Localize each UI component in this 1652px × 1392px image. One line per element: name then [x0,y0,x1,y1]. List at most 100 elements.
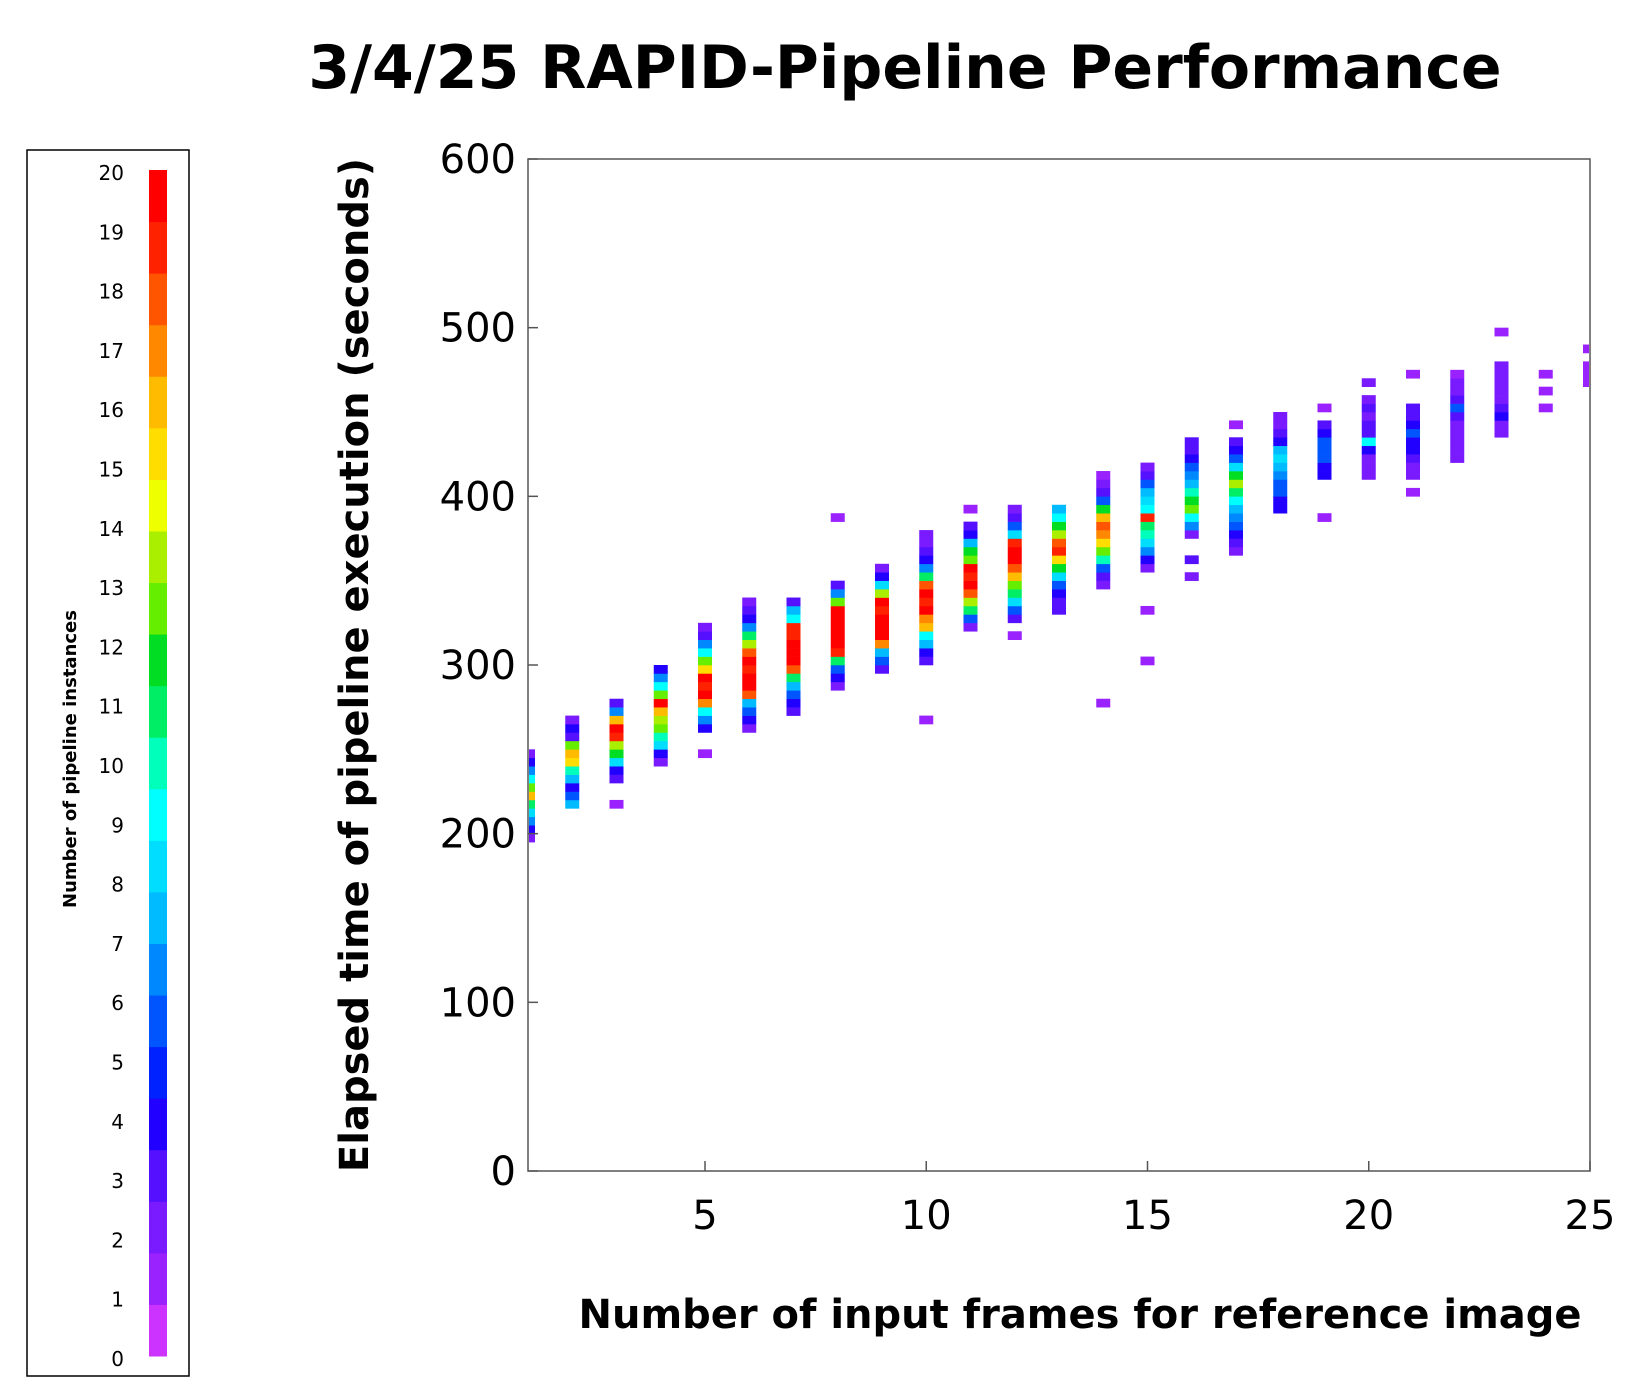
heatmap-cell [1229,546,1243,556]
colorbar-swatch [149,737,167,790]
heatmap-cell [1317,437,1332,447]
heatmap-cell [919,614,934,624]
heatmap-cell [698,631,712,640]
heatmap-cell [1361,437,1376,447]
heatmap-cell [786,597,801,607]
colorbar-tick-label: 17 [99,339,124,363]
heatmap-cell [698,665,712,674]
heatmap-cell [786,656,801,666]
heatmap-cell [1184,572,1199,581]
heatmap-cell [1229,513,1243,522]
heatmap-cell [830,631,845,640]
heatmap-cell [565,740,580,750]
heatmap-cell [609,774,624,784]
heatmap-cell [786,622,801,632]
heatmap-cell [1184,445,1199,455]
heatmap-cell [919,572,934,581]
heatmap-cell [1052,563,1066,573]
heatmap-cell [830,656,845,666]
heatmap-cell [875,656,889,666]
y-tick-label: 500 [440,306,516,352]
heatmap-cell [1096,479,1111,489]
y-axis-ticks: 0 100 200 300 400 500 600 [440,137,538,1195]
heatmap-cell [698,622,712,632]
heatmap-cell [742,605,757,615]
heatmap-cell [1096,513,1111,522]
heatmap-cell [963,614,978,624]
heatmap-cell [1052,572,1066,581]
heatmap-cell [1229,530,1243,539]
heatmap-cell [565,791,580,801]
heatmap-cell [875,605,889,615]
heatmap-cell [609,724,624,733]
heatmap-cell [1317,420,1332,430]
heatmap-cell [609,732,624,742]
heatmap-cell [653,673,668,683]
heatmap-cell [919,622,934,632]
heatmap-cell [1317,445,1332,455]
heatmap-cell [1096,496,1111,506]
heatmap-cell [1273,487,1288,497]
heatmap-cell [529,833,535,843]
heatmap-cell [1406,412,1420,421]
heatmap-cell [963,580,978,590]
colorbar-swatch [149,427,167,480]
heatmap-cell [919,530,934,539]
heatmap-cell [1184,479,1199,489]
heatmap-cell [875,639,889,649]
heatmap-cell [1140,479,1155,489]
heatmap-cell [742,724,757,733]
heatmap-cell [1273,479,1288,489]
heatmap-cell [565,799,580,809]
heatmap-cell [1007,504,1022,514]
x-axis-ticks: 5 10 15 20 25 [692,1161,1615,1239]
heatmap-cell [1096,563,1111,573]
heatmap-cell [1450,445,1465,455]
heatmap-cell [565,749,580,759]
heatmap-cell [1052,504,1066,514]
heatmap-cell [1317,454,1332,463]
heatmap-cell [742,656,757,666]
heatmap-cell [565,774,580,784]
x-axis-title: Number of input frames for reference ima… [578,1292,1581,1338]
heatmap-cell [698,639,712,649]
heatmap-cell [1273,437,1288,447]
heatmap-cell [653,681,668,691]
heatmap-cell [1007,605,1022,615]
heatmap-cell [742,631,757,640]
colorbar-tick-label: 10 [99,754,124,778]
heatmap-cell [1361,454,1376,463]
heatmap-cell [1450,386,1465,396]
heatmap-cell [1229,462,1243,472]
heatmap-cell [1406,437,1420,447]
heatmap-cell [565,724,580,733]
heatmap-cell [1007,580,1022,590]
heatmap-cell [919,715,934,725]
x-tick-label: 10 [901,1193,952,1239]
heatmap-cell [830,614,845,624]
heatmap-cell [1317,513,1332,522]
heatmap-cell [742,673,757,683]
heatmap-cell [830,597,845,607]
heatmap-cell [1273,471,1288,480]
plot-frame [527,158,1591,1172]
heatmap-cell [529,774,535,784]
heatmap-cell [1361,420,1376,430]
heatmap-cell [1007,530,1022,539]
heatmap-cell [1406,471,1420,480]
heatmap-cell [1184,454,1199,463]
heatmap-cell [1229,487,1243,497]
heatmap-cell [875,580,889,590]
heatmap-cell [1096,530,1111,539]
heatmap-cell [698,673,712,683]
heatmap-cell [698,656,712,666]
heatmap-cell [653,698,668,708]
colorbar-swatch [149,891,167,944]
heatmap-cell [1361,462,1376,472]
heatmap-cell [1140,563,1155,573]
colorbar-swatches [149,170,167,1357]
colorbar-swatch [149,1252,167,1305]
colorbar-swatch [149,582,167,635]
heatmap-cell [1052,555,1066,565]
heatmap-cell [830,605,845,615]
